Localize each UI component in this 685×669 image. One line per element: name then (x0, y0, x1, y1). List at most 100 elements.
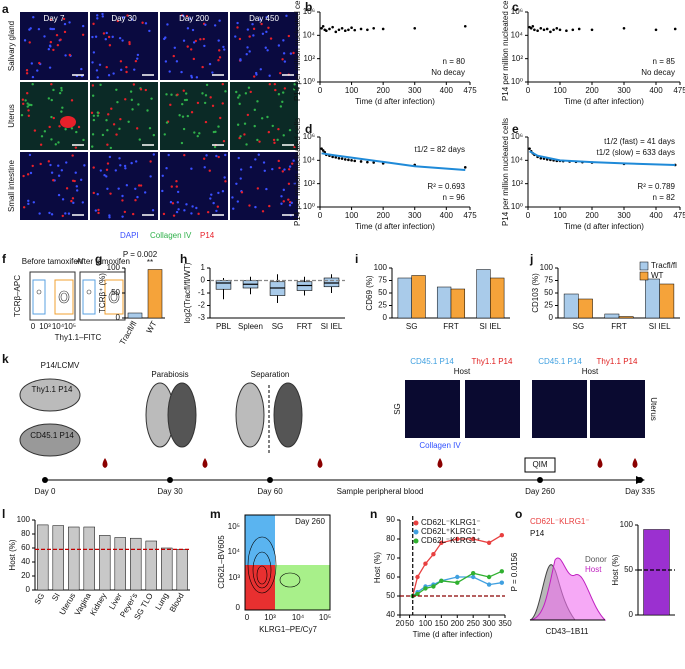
annotation: P = 0.002 (123, 250, 158, 259)
flow-f: Before tamoxifen After tamoxifen TCRβ–AP… (13, 257, 130, 342)
point (347, 158, 350, 162)
cell-dot (265, 16, 268, 19)
cell-dot (277, 127, 280, 131)
cell-dot (245, 143, 248, 146)
mouse (19, 423, 81, 457)
point (353, 28, 357, 32)
cell-dot (114, 169, 118, 172)
cell-dot (129, 90, 133, 93)
cell-dot (117, 187, 120, 190)
cell-dot (217, 191, 220, 195)
cell-dot (201, 92, 204, 95)
cell-dot (47, 48, 51, 51)
cell-dot (130, 161, 133, 165)
panel-letter: g (95, 252, 102, 266)
cell-dot (265, 30, 268, 34)
cell-dot (91, 94, 95, 97)
cell-dot (92, 166, 95, 169)
cell-dot (236, 123, 240, 126)
cell-dot (92, 51, 96, 54)
point (325, 29, 328, 32)
x-tick-label: Tracfl/fl (118, 319, 139, 346)
x-tick-label: 0 (318, 211, 323, 220)
cell-dot (204, 23, 207, 26)
cell-dot (212, 201, 215, 205)
stain-label: P14 (200, 231, 215, 240)
y-axis-label: P14 per million nucleated cells (293, 118, 302, 226)
cell-dot (277, 44, 281, 47)
cell-dot (224, 90, 227, 93)
label: Separation (251, 370, 290, 379)
timepoint (267, 477, 273, 483)
cell-dot (248, 50, 251, 53)
y-tick-label: 50 (111, 288, 120, 297)
cell-dot (217, 125, 220, 128)
cell-dot (102, 32, 106, 35)
cell-dot (150, 97, 153, 100)
bar (436, 286, 452, 319)
point (528, 147, 531, 150)
point (372, 161, 375, 164)
micrograph (590, 380, 645, 438)
cell-dot (39, 143, 43, 146)
cell-dot (208, 62, 212, 66)
column-label: Day 30 (111, 14, 137, 23)
x-tick-label: 400 (440, 86, 454, 95)
cell-dot (48, 66, 52, 69)
bar (99, 535, 111, 591)
cell-dot (48, 211, 51, 215)
y-tick-label: 100 (540, 263, 554, 272)
cell-dot (52, 116, 55, 120)
cell-dot (253, 108, 257, 112)
x-tick-label: 400 (440, 211, 454, 220)
cell-dot (182, 127, 186, 131)
cell-dot (141, 21, 144, 24)
y-tick-label: 10⁴ (511, 30, 524, 39)
tick-label: 10³ (228, 573, 240, 582)
cell-dot (49, 163, 52, 167)
cell-dot (186, 27, 190, 30)
cell-dot (123, 164, 127, 168)
flow-title: Before tamoxifen (22, 257, 82, 266)
cell-dot (290, 201, 293, 205)
cell-dot (97, 208, 100, 212)
cell-dot (194, 39, 198, 43)
cell-dot (64, 128, 67, 131)
cell-dot (204, 120, 208, 124)
cell-dot (263, 169, 266, 173)
cell-dot (106, 187, 109, 190)
cell-dot (170, 93, 173, 96)
cell-dot (288, 165, 292, 168)
point (359, 27, 363, 31)
contours (36, 289, 120, 304)
cell-dot (135, 127, 139, 130)
cell-dot (238, 102, 241, 106)
point (321, 24, 325, 28)
cell-dot (178, 114, 181, 117)
cell-dot (262, 161, 266, 164)
point (337, 28, 341, 32)
cell-dot (82, 138, 85, 142)
cell-dot (116, 100, 119, 104)
flow-m: Day 260 0 10³ 10⁴ 10⁵ 0 10³ 10⁴ 10⁵ CD62… (217, 514, 331, 634)
annotation: No decay (431, 68, 465, 77)
y-tick-label: 10² (511, 179, 523, 188)
x-tick-label: 150 (435, 619, 449, 628)
cell-dot (203, 101, 207, 105)
axis-label: TCRβ–APC (13, 275, 22, 317)
cell-dot (274, 88, 277, 92)
x-tick-label: SI (50, 592, 62, 603)
cell-dot (256, 187, 260, 190)
cell-dot (217, 39, 220, 42)
cell-dot (121, 39, 124, 42)
tick-label: 0 (31, 322, 36, 331)
cell-dot (118, 36, 122, 40)
point (565, 29, 568, 32)
fit-line (529, 150, 676, 166)
cell-dot (125, 70, 128, 74)
cell-dot (283, 87, 287, 90)
point (542, 28, 546, 32)
cell-dot (167, 153, 170, 157)
x-tick-label: 0 (526, 86, 531, 95)
x-tick-label: SG (33, 592, 47, 607)
